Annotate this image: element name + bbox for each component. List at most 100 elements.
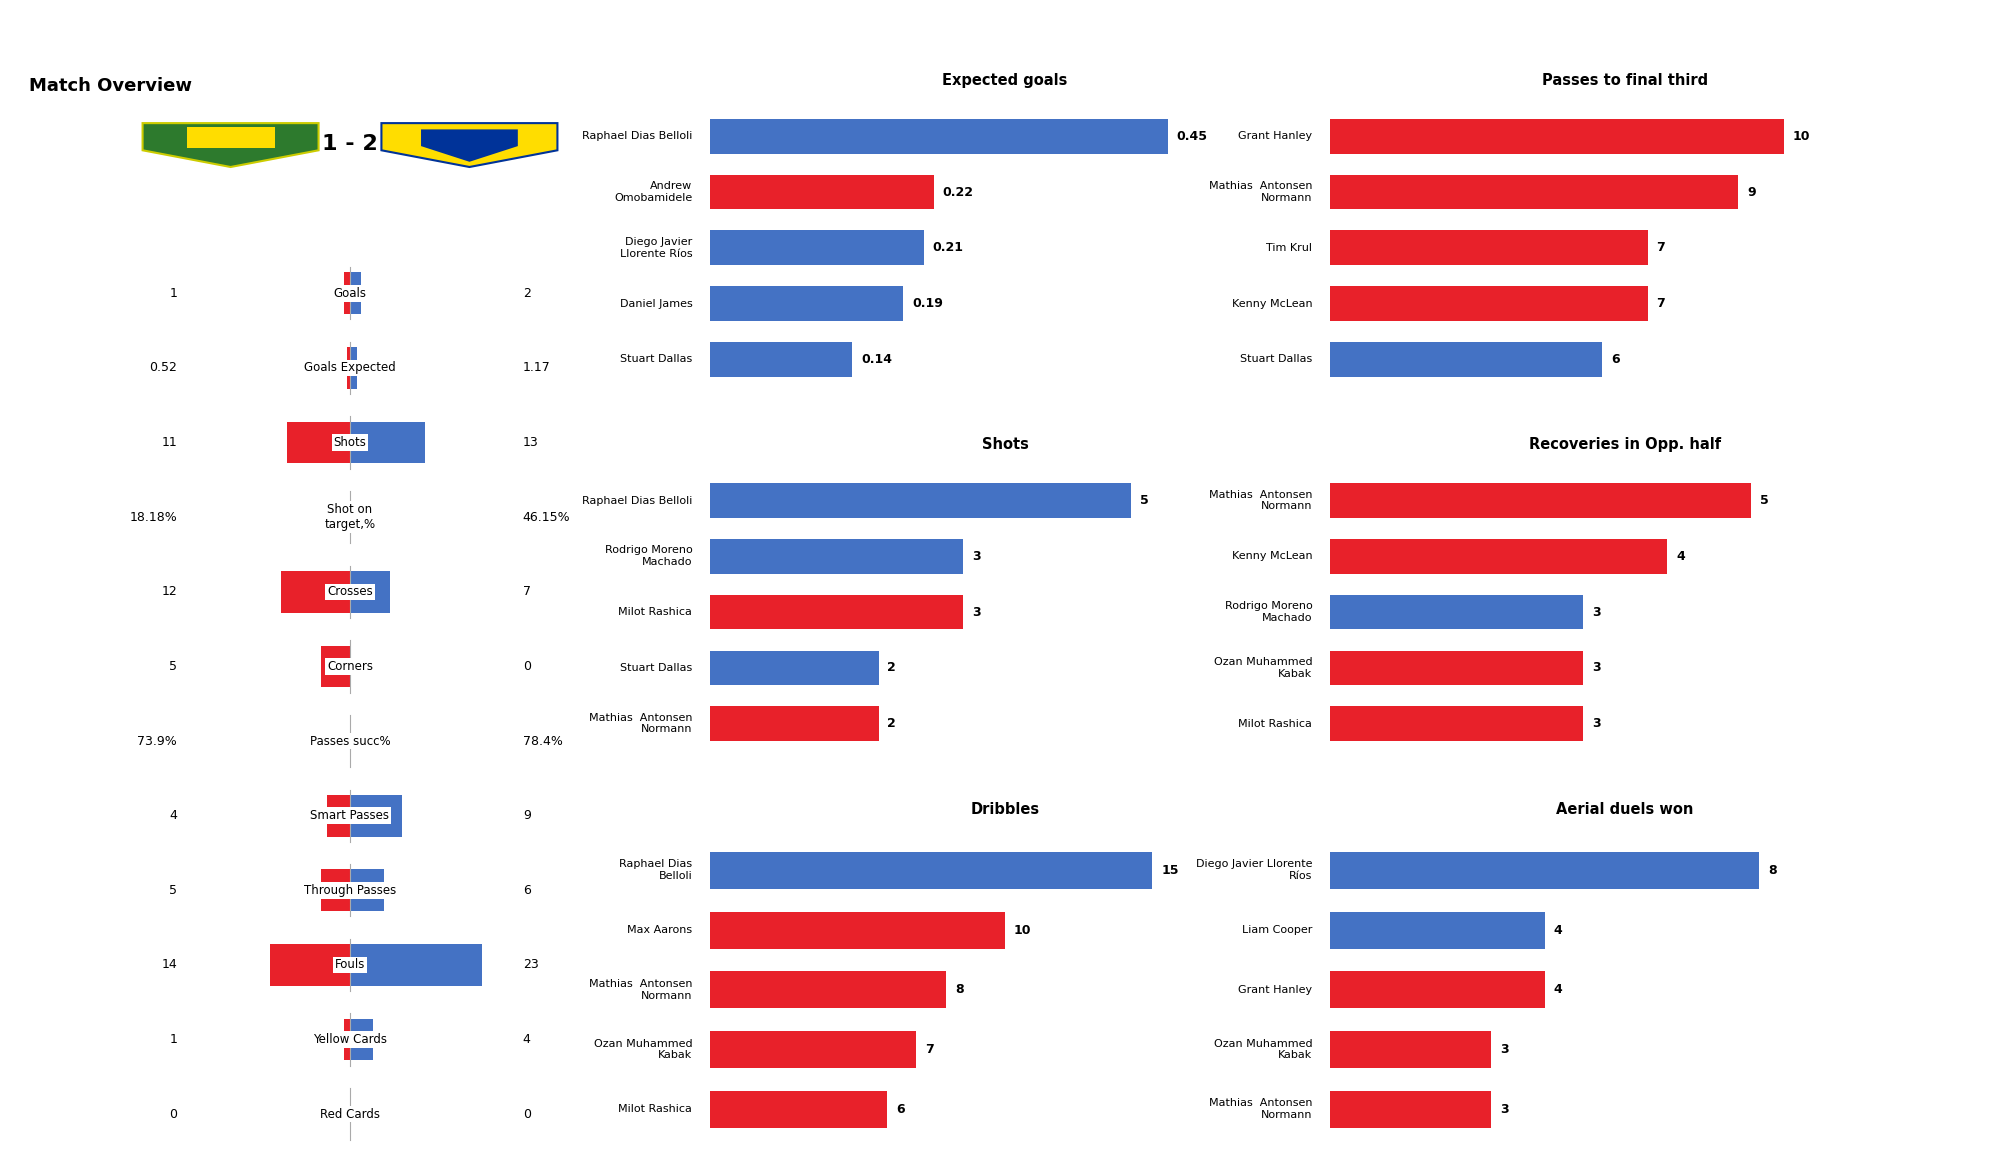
FancyBboxPatch shape [1330, 912, 1544, 948]
Text: 10: 10 [1792, 129, 1810, 142]
FancyBboxPatch shape [1330, 175, 1738, 209]
FancyBboxPatch shape [350, 794, 402, 837]
FancyBboxPatch shape [348, 347, 350, 389]
Text: 0: 0 [522, 1108, 530, 1121]
FancyBboxPatch shape [710, 706, 878, 741]
Text: Mathias  Antonsen
Normann: Mathias Antonsen Normann [1208, 1099, 1312, 1120]
Text: 3: 3 [972, 550, 980, 563]
Text: 4: 4 [170, 810, 178, 822]
FancyBboxPatch shape [710, 230, 924, 266]
FancyBboxPatch shape [710, 1030, 916, 1068]
Text: 9: 9 [522, 810, 530, 822]
FancyBboxPatch shape [350, 422, 424, 463]
Text: 18.18%: 18.18% [130, 511, 178, 524]
Text: Kenny McLean: Kenny McLean [1232, 551, 1312, 562]
FancyBboxPatch shape [328, 794, 350, 837]
FancyBboxPatch shape [1330, 852, 1760, 888]
FancyBboxPatch shape [350, 944, 482, 986]
FancyBboxPatch shape [1330, 706, 1582, 741]
FancyBboxPatch shape [344, 273, 350, 314]
Text: 1 - 2: 1 - 2 [322, 134, 378, 154]
Text: Raphael Dias
Belloli: Raphael Dias Belloli [620, 859, 692, 881]
Text: 0: 0 [522, 660, 530, 673]
FancyBboxPatch shape [1330, 119, 1784, 154]
FancyBboxPatch shape [1330, 595, 1582, 630]
FancyBboxPatch shape [1330, 1030, 1490, 1068]
Polygon shape [186, 127, 274, 148]
Text: 8: 8 [954, 983, 964, 996]
FancyBboxPatch shape [710, 119, 1168, 154]
Text: 6: 6 [896, 1103, 904, 1116]
Text: Mathias  Antonsen
Normann: Mathias Antonsen Normann [588, 713, 692, 734]
Text: 14: 14 [162, 959, 178, 972]
Text: 6: 6 [522, 884, 530, 897]
FancyBboxPatch shape [270, 944, 350, 986]
Text: 4: 4 [1676, 550, 1684, 563]
FancyBboxPatch shape [1330, 287, 1648, 321]
Text: Mathias  Antonsen
Normann: Mathias Antonsen Normann [1208, 490, 1312, 511]
Text: 2: 2 [888, 662, 896, 674]
Text: Mathias  Antonsen
Normann: Mathias Antonsen Normann [588, 979, 692, 1001]
Text: Smart Passes: Smart Passes [310, 810, 390, 822]
Text: 7: 7 [926, 1043, 934, 1056]
FancyBboxPatch shape [710, 912, 1004, 948]
Text: 3: 3 [1500, 1103, 1508, 1116]
Text: Milot Rashica: Milot Rashica [618, 607, 692, 617]
FancyBboxPatch shape [710, 972, 946, 1008]
Text: 46.15%: 46.15% [522, 511, 570, 524]
Text: 3: 3 [1592, 605, 1600, 618]
Text: Diego Javier Llorente
Ríos: Diego Javier Llorente Ríos [1196, 859, 1312, 881]
Text: 0.45: 0.45 [1176, 129, 1208, 142]
Text: Red Cards: Red Cards [320, 1108, 380, 1121]
Text: Passes to final third: Passes to final third [1542, 73, 1708, 88]
FancyBboxPatch shape [1330, 483, 1752, 518]
Text: 0.19: 0.19 [912, 297, 944, 310]
Text: 13: 13 [522, 436, 538, 449]
Text: 5: 5 [1140, 494, 1150, 506]
FancyBboxPatch shape [1330, 230, 1648, 266]
Text: Passes succ%: Passes succ% [310, 734, 390, 747]
Text: Shot on
target,%: Shot on target,% [324, 503, 376, 531]
Text: 3: 3 [1592, 717, 1600, 730]
FancyBboxPatch shape [350, 571, 390, 612]
FancyBboxPatch shape [350, 347, 356, 389]
FancyBboxPatch shape [710, 595, 962, 630]
Text: 4: 4 [1554, 924, 1562, 936]
FancyBboxPatch shape [710, 175, 934, 209]
FancyBboxPatch shape [1330, 651, 1582, 685]
Text: 15: 15 [1162, 864, 1178, 877]
Text: 12: 12 [162, 585, 178, 598]
Text: Fouls: Fouls [334, 959, 366, 972]
FancyBboxPatch shape [322, 870, 350, 911]
Text: 1: 1 [170, 1033, 178, 1046]
FancyBboxPatch shape [710, 1090, 888, 1128]
FancyBboxPatch shape [710, 483, 1132, 518]
Text: Rodrigo Moreno
Machado: Rodrigo Moreno Machado [1224, 602, 1312, 623]
FancyBboxPatch shape [1330, 972, 1544, 1008]
Text: 11: 11 [162, 436, 178, 449]
FancyBboxPatch shape [286, 422, 350, 463]
Text: 0: 0 [170, 1108, 178, 1121]
Text: Expected goals: Expected goals [942, 73, 1068, 88]
Text: 0.21: 0.21 [932, 241, 964, 254]
FancyBboxPatch shape [1330, 1090, 1490, 1128]
Text: 0.14: 0.14 [862, 352, 892, 365]
Text: Aerial duels won: Aerial duels won [1556, 803, 1694, 817]
Text: 6: 6 [1612, 352, 1620, 365]
Polygon shape [142, 123, 318, 167]
Text: Mathias  Antonsen
Normann: Mathias Antonsen Normann [1208, 181, 1312, 203]
Text: Shots: Shots [334, 436, 366, 449]
Text: Dribbles: Dribbles [970, 803, 1040, 817]
Text: Milot Rashica: Milot Rashica [1238, 719, 1312, 728]
Text: 7: 7 [522, 585, 530, 598]
Text: Stuart Dallas: Stuart Dallas [620, 663, 692, 673]
Text: 1.17: 1.17 [522, 362, 550, 375]
Text: Ozan Muhammed
Kabak: Ozan Muhammed Kabak [1214, 657, 1312, 679]
Text: Yellow Cards: Yellow Cards [312, 1033, 388, 1046]
Text: Ozan Muhammed
Kabak: Ozan Muhammed Kabak [594, 1039, 692, 1060]
FancyBboxPatch shape [350, 1019, 372, 1061]
Text: 7: 7 [1656, 297, 1666, 310]
Text: 0.22: 0.22 [942, 186, 974, 199]
Text: Tim Krul: Tim Krul [1266, 243, 1312, 253]
Text: Kenny McLean: Kenny McLean [1232, 298, 1312, 309]
